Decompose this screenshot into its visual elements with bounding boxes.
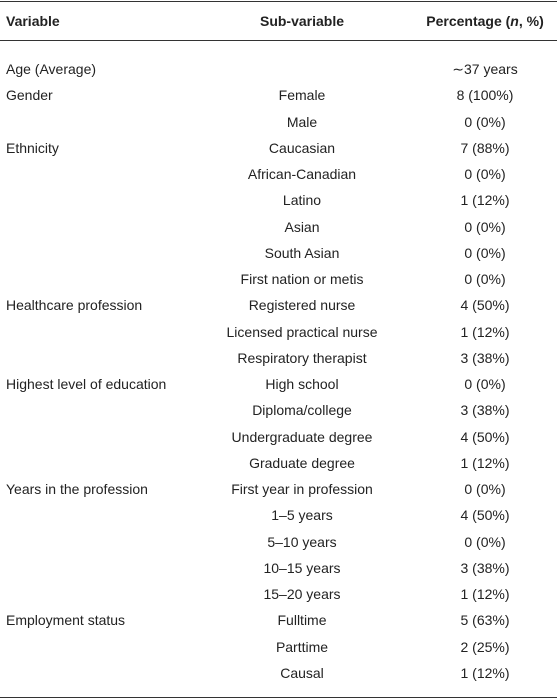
percentage-cell: 3 (38%): [460, 349, 510, 366]
percentage-cell: 3 (38%): [460, 402, 510, 419]
variable-cell: Highest level of education: [6, 376, 167, 393]
header-cell: Variable: [6, 13, 60, 29]
variable-cell: Gender: [6, 87, 53, 104]
percentage-cell: 0 (0%): [464, 166, 506, 183]
sub-variable-cell: 5–10 years: [267, 533, 337, 550]
sub-variable-cell: Diploma/college: [252, 402, 352, 419]
percentage-cell: 4 (50%): [460, 428, 510, 445]
percentage-cell: 1 (12%): [460, 323, 510, 340]
sub-variable-cell: Respiratory therapist: [237, 349, 367, 366]
sub-variable-cell: Licensed practical nurse: [226, 323, 378, 340]
percentage-cell: 7 (88%): [460, 139, 510, 156]
variable-cell: Healthcare profession: [6, 297, 143, 314]
sub-variable-cell: Causal: [280, 664, 324, 681]
top-rule: [0, 1, 557, 2]
variable-cell: Age (Average): [6, 61, 97, 77]
percentage-cell: 0 (0%): [464, 533, 506, 550]
percentage-cell: 1 (12%): [460, 664, 510, 681]
percentage-cell: 0 (0%): [464, 244, 506, 261]
percentage-cell: 4 (50%): [460, 297, 510, 314]
sub-variable-cell: South Asian: [264, 244, 340, 261]
percentage-cell: 3 (38%): [460, 559, 510, 576]
sub-variable-cell: Female: [278, 87, 326, 104]
sub-variable-cell: 1–5 years: [271, 507, 333, 524]
percentage-cell: 4 (50%): [460, 507, 510, 524]
percentage-cell: 0 (0%): [464, 113, 506, 130]
percentage-cell: 0 (0%): [464, 481, 506, 498]
percentage-cell: ∼37 years: [452, 61, 518, 77]
header-cell: Sub-variable: [259, 13, 345, 29]
sub-variable-cell: First nation or metis: [240, 271, 364, 288]
sub-variable-cell: Male: [286, 113, 318, 130]
variable-cell: Years in the profession: [6, 481, 148, 498]
variable-cell: Ethnicity: [6, 139, 59, 156]
sub-variable-cell: First year in profession: [231, 481, 373, 498]
percentage-cell: 1 (12%): [460, 192, 510, 209]
variable-cell: Employment status: [6, 612, 126, 629]
header-rule: [0, 40, 557, 41]
sub-variable-cell: High school: [265, 376, 339, 393]
percentage-cell: 8 (100%): [456, 87, 514, 104]
sub-variable-cell: Parttime: [275, 638, 329, 655]
percentage-cell: 0 (0%): [464, 218, 506, 235]
sub-variable-cell: Caucasian: [268, 139, 336, 156]
sub-variable-cell: Fulltime: [277, 612, 327, 629]
sub-variable-cell: 15–20 years: [263, 586, 341, 603]
sub-variable-cell: African-Canadian: [247, 166, 357, 183]
percentage-cell: 2 (25%): [460, 638, 510, 655]
bottom-rule: [0, 697, 557, 698]
sub-variable-cell: Asian: [284, 218, 320, 235]
sub-variable-cell: Undergraduate degree: [231, 428, 373, 445]
sub-variable-cell: Graduate degree: [249, 454, 355, 471]
sub-variable-cell: 10–15 years: [263, 559, 341, 576]
header-cell: Percentage (n, %): [426, 12, 544, 30]
header-italic: n: [510, 13, 519, 29]
percentage-cell: 0 (0%): [464, 271, 506, 288]
percentage-cell: 0 (0%): [464, 376, 506, 393]
percentage-cell: 1 (12%): [460, 586, 510, 603]
header-text: Percentage (: [426, 13, 511, 29]
header-text: , %): [518, 13, 544, 29]
sub-variable-cell: Latino: [282, 192, 322, 209]
percentage-cell: 5 (63%): [460, 612, 510, 629]
sub-variable-cell: Registered nurse: [248, 297, 356, 314]
percentage-cell: 1 (12%): [460, 454, 510, 471]
